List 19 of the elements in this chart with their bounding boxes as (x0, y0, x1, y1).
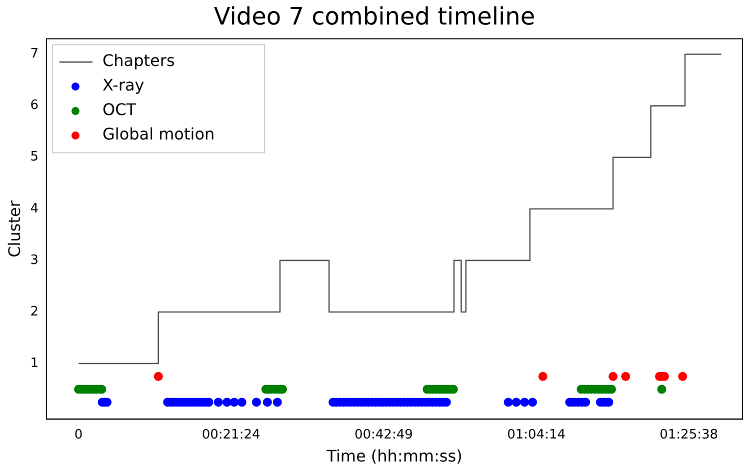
y-tick-label: 7 (30, 46, 38, 62)
y-tick-label: 1 (30, 356, 38, 371)
x-tick-label: 01:25:38 (660, 427, 718, 442)
x-tick-label: 00:42:49 (354, 427, 413, 442)
y-tick-label: 5 (30, 150, 38, 165)
x-axis-title: Time (hh:mm:ss) (326, 446, 462, 466)
legend-label: Global motion (102, 124, 215, 144)
y-axis-title: Cluster (4, 200, 24, 258)
x-tick-label: 00:21:24 (202, 427, 260, 442)
y-tick-label: 4 (30, 201, 38, 216)
legend-label: Chapters (102, 51, 175, 70)
legend-label: X-ray (102, 76, 144, 95)
y-tick-label: 6 (30, 98, 38, 114)
y-tick-label: 3 (30, 252, 38, 268)
legend-label: OCT (102, 100, 136, 120)
x-tick-label: 0 (74, 427, 83, 442)
x-tick-label: 01:04:14 (507, 427, 566, 442)
chart-title: Video 7 combined timeline (214, 2, 536, 31)
y-tick-label: 2 (30, 304, 38, 320)
